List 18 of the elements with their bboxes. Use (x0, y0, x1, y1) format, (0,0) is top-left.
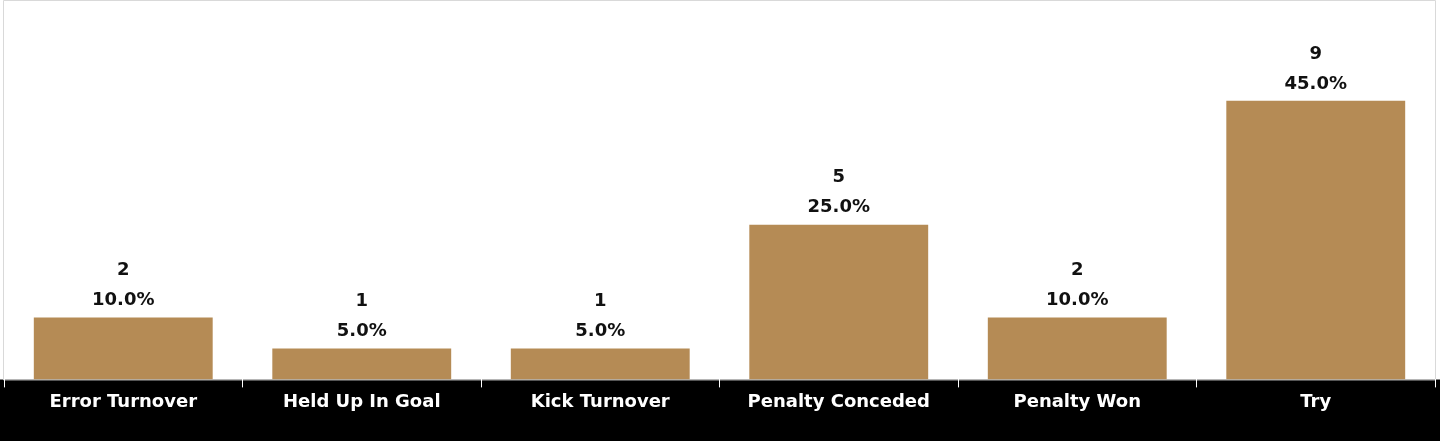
data-label: 5 25.0% (807, 165, 870, 217)
data-label: 9 45.0% (1284, 41, 1347, 93)
x-tick-label: Held Up In Goal (282, 389, 441, 411)
bar (510, 348, 690, 380)
data-label: 1 5.0% (575, 289, 626, 341)
x-tick-label: Penalty Conceded (747, 389, 930, 411)
data-label: 2 10.0% (1046, 258, 1109, 310)
x-tick-label: Error Turnover (49, 389, 198, 411)
bar (749, 224, 929, 380)
bar (987, 317, 1167, 380)
bar (33, 317, 213, 380)
bar (272, 348, 452, 380)
data-label: 2 10.0% (92, 258, 155, 310)
x-tick-label: Try (1300, 389, 1332, 411)
x-tick-label: Penalty Won (1013, 389, 1142, 411)
x-tick-label: Kick Turnover (530, 389, 670, 411)
data-label: 1 5.0% (336, 289, 387, 341)
bar (1226, 100, 1406, 380)
